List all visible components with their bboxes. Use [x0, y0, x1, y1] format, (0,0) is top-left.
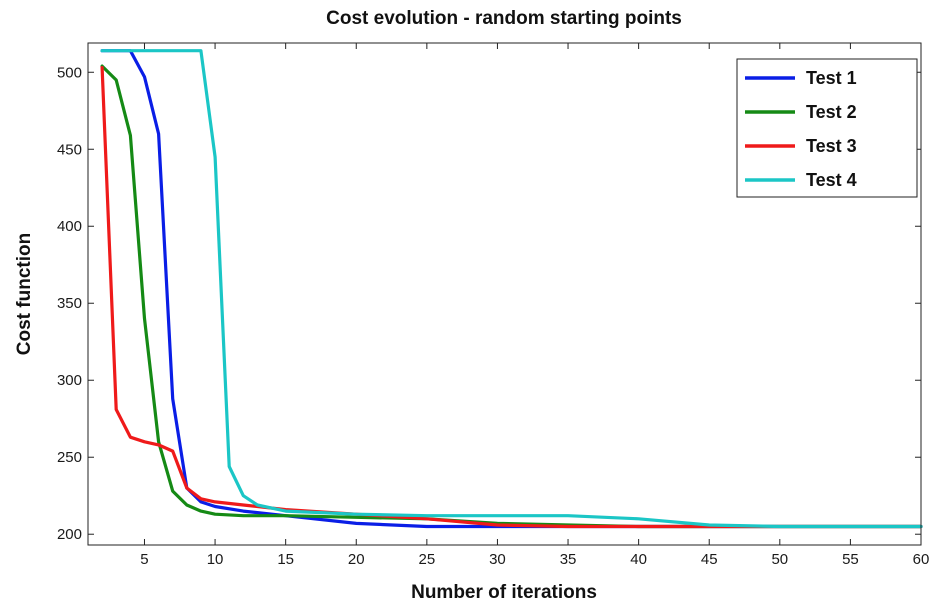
x-tick-label: 50 — [771, 551, 788, 568]
legend: Test 1 Test 2 Test 3 Test 4 — [736, 58, 918, 198]
legend-label: Test 4 — [806, 170, 857, 190]
x-tick-label: 35 — [560, 551, 577, 568]
x-tick-label: 10 — [207, 551, 224, 568]
x-tick-label: 40 — [630, 551, 647, 568]
series-lines — [100, 49, 923, 529]
x-tick-label: 5 — [140, 551, 148, 568]
y-tick-label: 200 — [57, 526, 82, 543]
legend-label: Test 1 — [806, 68, 857, 88]
plot-frame — [87, 42, 922, 546]
x-tick-label: 30 — [489, 551, 506, 568]
y-tick-label: 350 — [57, 295, 82, 312]
x-tick-label: 45 — [701, 551, 718, 568]
legend-label: Test 3 — [806, 136, 857, 156]
x-axis-title: Number of iterations — [411, 582, 597, 603]
x-tick-label: 60 — [913, 551, 930, 568]
chart-title: Cost evolution - random starting points — [326, 8, 682, 29]
x-tick-label: 25 — [419, 551, 436, 568]
x-tick-label: 55 — [842, 551, 859, 568]
y-tick-label: 400 — [57, 218, 82, 235]
series-line-4 — [100, 49, 923, 529]
y-tick-label: 500 — [57, 64, 82, 81]
x-tick-label: 15 — [277, 551, 294, 568]
x-tick-label: 20 — [348, 551, 365, 568]
legend-label: Test 2 — [806, 102, 857, 122]
y-axis-title: Cost function — [14, 233, 35, 355]
y-tick-label: 450 — [57, 141, 82, 158]
legend-box — [736, 58, 918, 198]
y-tick-label: 300 — [57, 372, 82, 389]
y-tick-label: 250 — [57, 449, 82, 466]
axis-ticks: 5 10 15 20 25 30 35 40 45 50 55 60 200 250 300 350 400 45… — [57, 43, 929, 568]
